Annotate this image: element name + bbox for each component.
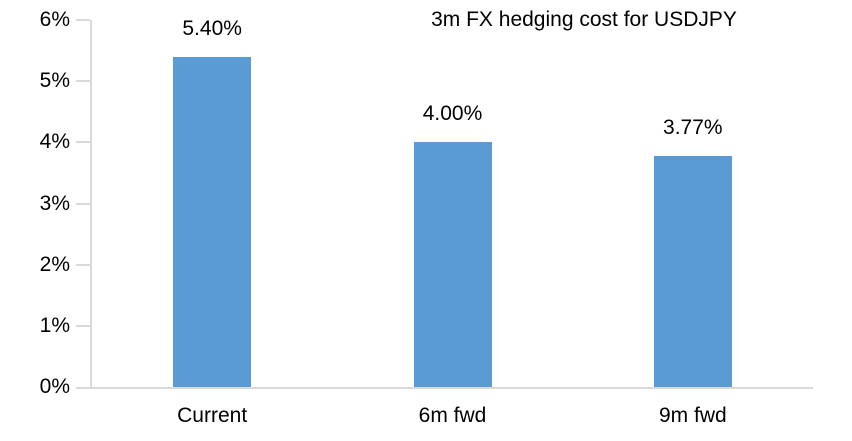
category-label: 6m fwd [418, 404, 487, 427]
y-axis-tick-label: 3% [39, 191, 70, 215]
y-axis-tick [76, 263, 90, 266]
bar [413, 142, 492, 387]
category-label: 9m fwd [658, 404, 727, 427]
y-axis-tick [76, 80, 90, 83]
bar [173, 56, 252, 387]
y-axis-tick-label: 2% [39, 252, 70, 276]
y-axis-tick [76, 202, 90, 205]
y-axis-tick-label: 6% [39, 8, 70, 31]
y-axis-tick-label: 5% [39, 69, 70, 93]
bar-value-label: 3.77% [663, 116, 723, 140]
bar-value-label: 5.40% [182, 16, 242, 40]
y-axis-tick-label: 1% [39, 313, 70, 337]
bar-value-label: 4.00% [422, 102, 483, 126]
y-axis-tick [76, 324, 90, 327]
y-axis-tick-label: 0% [39, 375, 70, 398]
y-axis-line [90, 20, 92, 389]
y-axis-tick-label: 4% [39, 130, 70, 154]
y-axis-tick [76, 19, 90, 21]
x-axis-line [76, 387, 813, 389]
category-label: Current [177, 404, 248, 427]
y-axis-tick [76, 141, 90, 144]
chart-title: 3m FX hedging cost for USDJPY [431, 8, 737, 31]
bar [653, 156, 732, 387]
